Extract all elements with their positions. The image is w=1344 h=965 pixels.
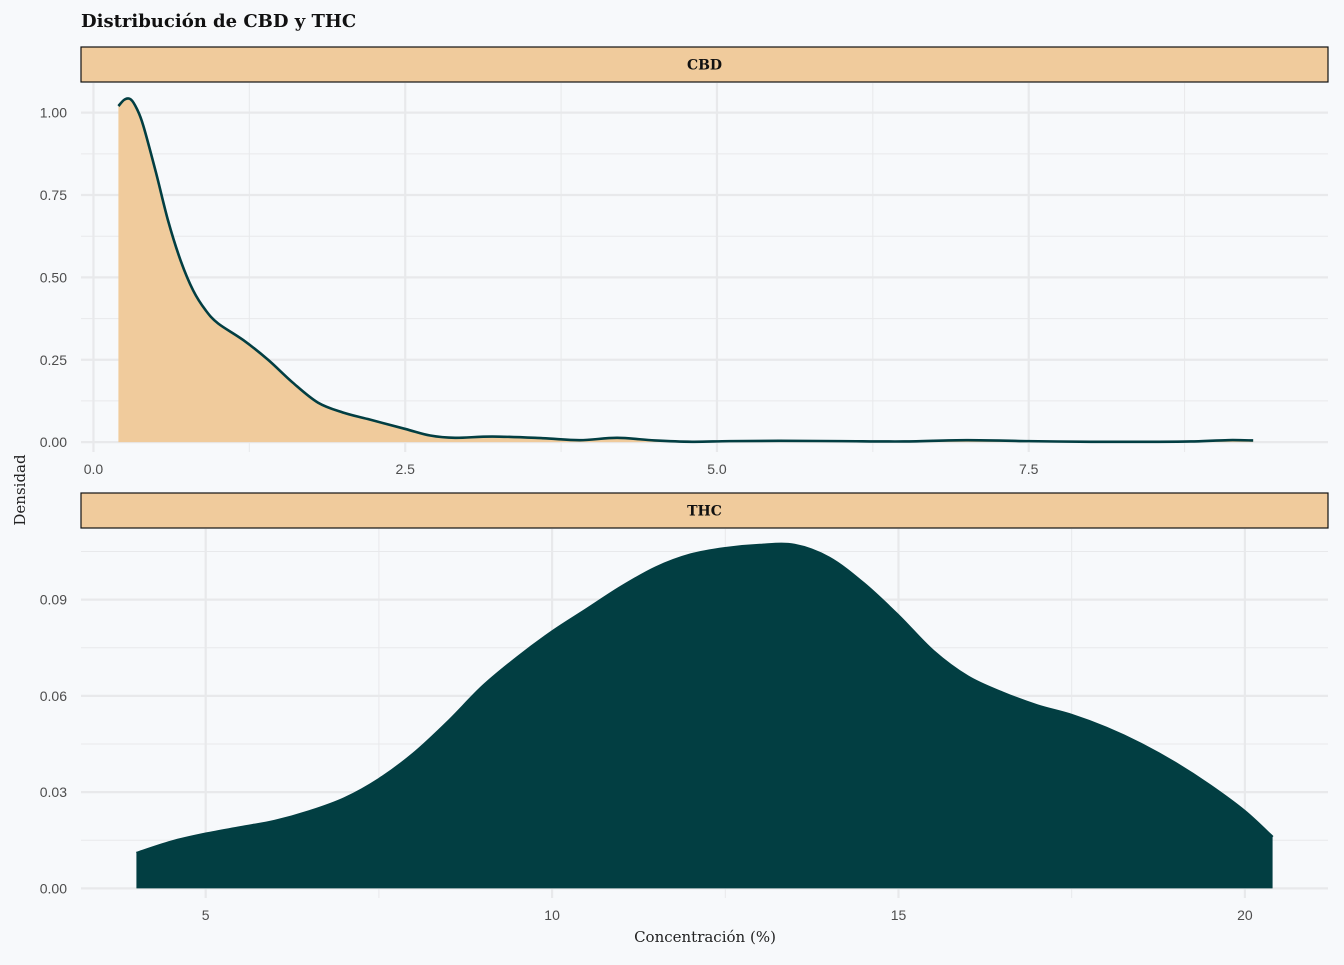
y-tick-label: 0.09 [40, 592, 67, 608]
x-tick-label: 5 [202, 907, 210, 923]
y-tick-label: 0.75 [40, 187, 67, 203]
y-tick-label: 0.00 [40, 434, 67, 450]
x-tick-label: 7.5 [1019, 461, 1039, 477]
y-tick-label: 1.00 [40, 105, 67, 121]
x-tick-label: 5.0 [707, 461, 727, 477]
x-tick-label: 2.5 [395, 461, 415, 477]
chart-title: Distribución de CBD y THC [81, 11, 356, 32]
y-tick-label: 0.50 [40, 269, 67, 285]
y-axis-title: Densidad [11, 454, 29, 526]
facet-strip [80, 46, 1329, 83]
facet-panel-cbd: CBD 0.0 2.5 5.0 7.5 0.00 0.25 0.50 0.75 1.00 [40, 46, 1329, 477]
y-tick-label: 0.00 [40, 880, 67, 896]
x-axis-title: Concentración (%) [634, 928, 776, 946]
y-tick-label: 0.03 [40, 784, 67, 800]
y-tick-label: 0.25 [40, 352, 67, 368]
density-area-thc [136, 543, 1273, 889]
x-tick-label: 0.0 [84, 461, 104, 477]
facet-strip-label: CBD [687, 58, 722, 74]
y-tick-label: 0.06 [40, 688, 67, 704]
facet-panel-thc: THC 5 10 15 20 0.00 0.03 0.06 0.09 [40, 492, 1329, 923]
facet-strip [80, 492, 1329, 529]
density-line-thc [136, 542, 1274, 855]
x-tick-label: 20 [1237, 907, 1253, 923]
x-tick-label: 10 [544, 907, 560, 923]
facet-strip-label: THC [687, 504, 722, 520]
x-tick-label: 15 [891, 907, 907, 923]
density-area-cbd [118, 98, 1254, 443]
density-line-cbd [117, 97, 1254, 444]
facet-panels: CBD 0.0 2.5 5.0 7.5 0.00 0.25 0.50 0.75 1.00 THC 5 1… [40, 46, 1329, 923]
